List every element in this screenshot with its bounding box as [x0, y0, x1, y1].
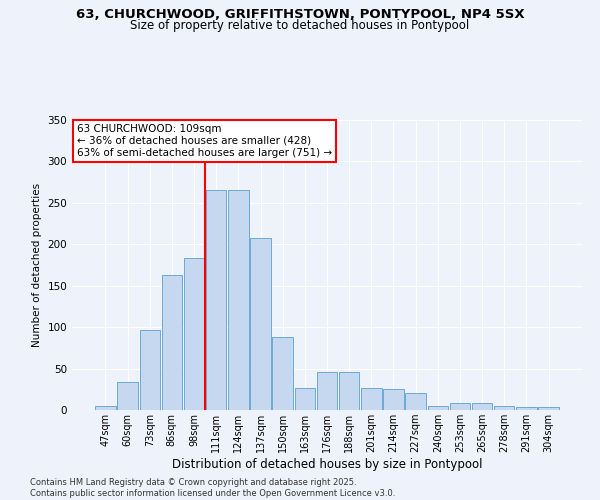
Bar: [538, 406, 559, 410]
Bar: [272, 337, 293, 410]
Bar: [406, 392, 426, 410]
Bar: [472, 402, 493, 410]
Bar: [317, 372, 337, 410]
Text: Size of property relative to detached houses in Pontypool: Size of property relative to detached ho…: [130, 19, 470, 32]
Text: 63 CHURCHWOOD: 109sqm
← 36% of detached houses are smaller (428)
63% of semi-det: 63 CHURCHWOOD: 109sqm ← 36% of detached …: [77, 124, 332, 158]
Bar: [140, 330, 160, 410]
Bar: [450, 404, 470, 410]
Text: Contains HM Land Registry data © Crown copyright and database right 2025.
Contai: Contains HM Land Registry data © Crown c…: [30, 478, 395, 498]
Bar: [361, 388, 382, 410]
Bar: [428, 406, 448, 410]
Bar: [494, 406, 514, 410]
Bar: [206, 190, 226, 410]
Bar: [95, 406, 116, 410]
Bar: [118, 382, 138, 410]
Y-axis label: Number of detached properties: Number of detached properties: [32, 183, 42, 347]
Text: 63, CHURCHWOOD, GRIFFITHSTOWN, PONTYPOOL, NP4 5SX: 63, CHURCHWOOD, GRIFFITHSTOWN, PONTYPOOL…: [76, 8, 524, 20]
Bar: [339, 372, 359, 410]
Bar: [516, 406, 536, 410]
Bar: [250, 238, 271, 410]
Bar: [295, 388, 315, 410]
Bar: [383, 390, 404, 410]
Bar: [228, 190, 248, 410]
X-axis label: Distribution of detached houses by size in Pontypool: Distribution of detached houses by size …: [172, 458, 482, 471]
Bar: [184, 258, 204, 410]
Bar: [161, 275, 182, 410]
